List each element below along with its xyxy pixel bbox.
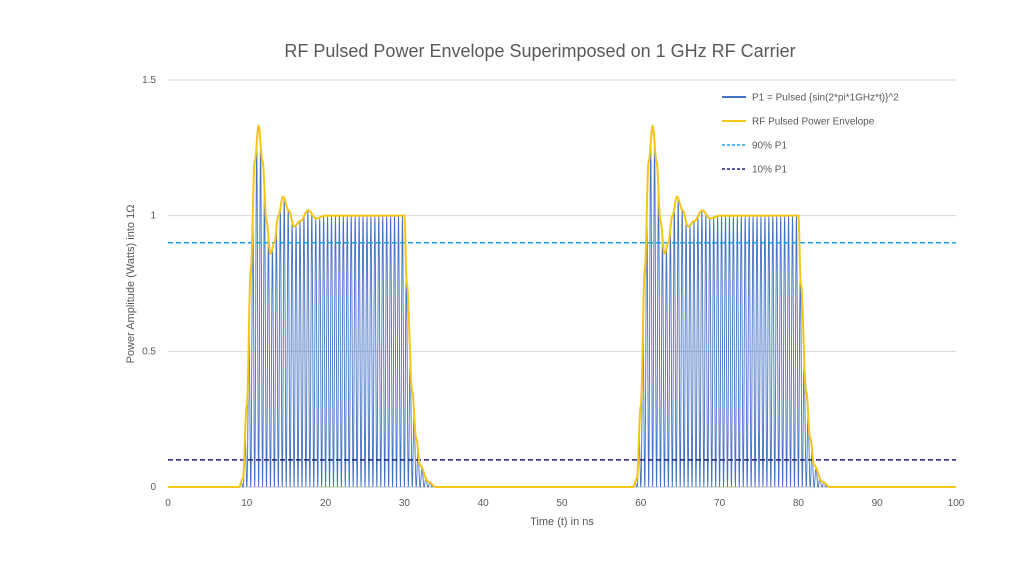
carrier-series-line: [168, 143, 956, 489]
x-tick-label: 80: [793, 498, 805, 509]
x-tick-label: 20: [320, 498, 332, 509]
y-tick-labels: 0 0.5 1 1.5: [142, 75, 156, 493]
legend: P1 = Pulsed {sin(2*pi*1GHz*t)}^2 RF Pulse…: [722, 93, 899, 176]
x-tick-label: 10: [241, 498, 253, 509]
y-axis-label: Power Amplitude (Watts) into 1Ω: [125, 205, 137, 364]
legend-label: 90% P1: [752, 141, 787, 152]
y-tick-label: 1: [150, 211, 156, 222]
x-axis-label: Time (t) in ns: [530, 516, 594, 528]
legend-label: RF Pulsed Power Envelope: [752, 117, 875, 128]
legend-label: P1 = Pulsed {sin(2*pi*1GHz*t)}^2: [752, 93, 899, 104]
x-tick-label: 30: [399, 498, 411, 509]
envelope-series-line: [168, 123, 956, 488]
x-tick-label: 50: [556, 498, 568, 509]
legend-label: 10% P1: [752, 165, 787, 176]
x-tick-label: 40: [478, 498, 490, 509]
gridlines: [168, 79, 956, 488]
chart-title: RF Pulsed Power Envelope Superimposed on…: [284, 41, 795, 61]
y-tick-label: 1.5: [142, 75, 156, 86]
x-tick-label: 70: [714, 498, 726, 509]
y-tick-label: 0: [150, 482, 156, 493]
x-tick-label: 60: [635, 498, 647, 509]
plot-area: [168, 123, 956, 489]
x-tick-label: 100: [948, 498, 965, 509]
x-tick-label: 90: [872, 498, 884, 509]
x-tick-label: 0: [165, 498, 171, 509]
x-tick-labels: 0 10 20 30 40 50 60 70 80 90 100: [165, 498, 965, 509]
y-tick-label: 0.5: [142, 346, 156, 357]
